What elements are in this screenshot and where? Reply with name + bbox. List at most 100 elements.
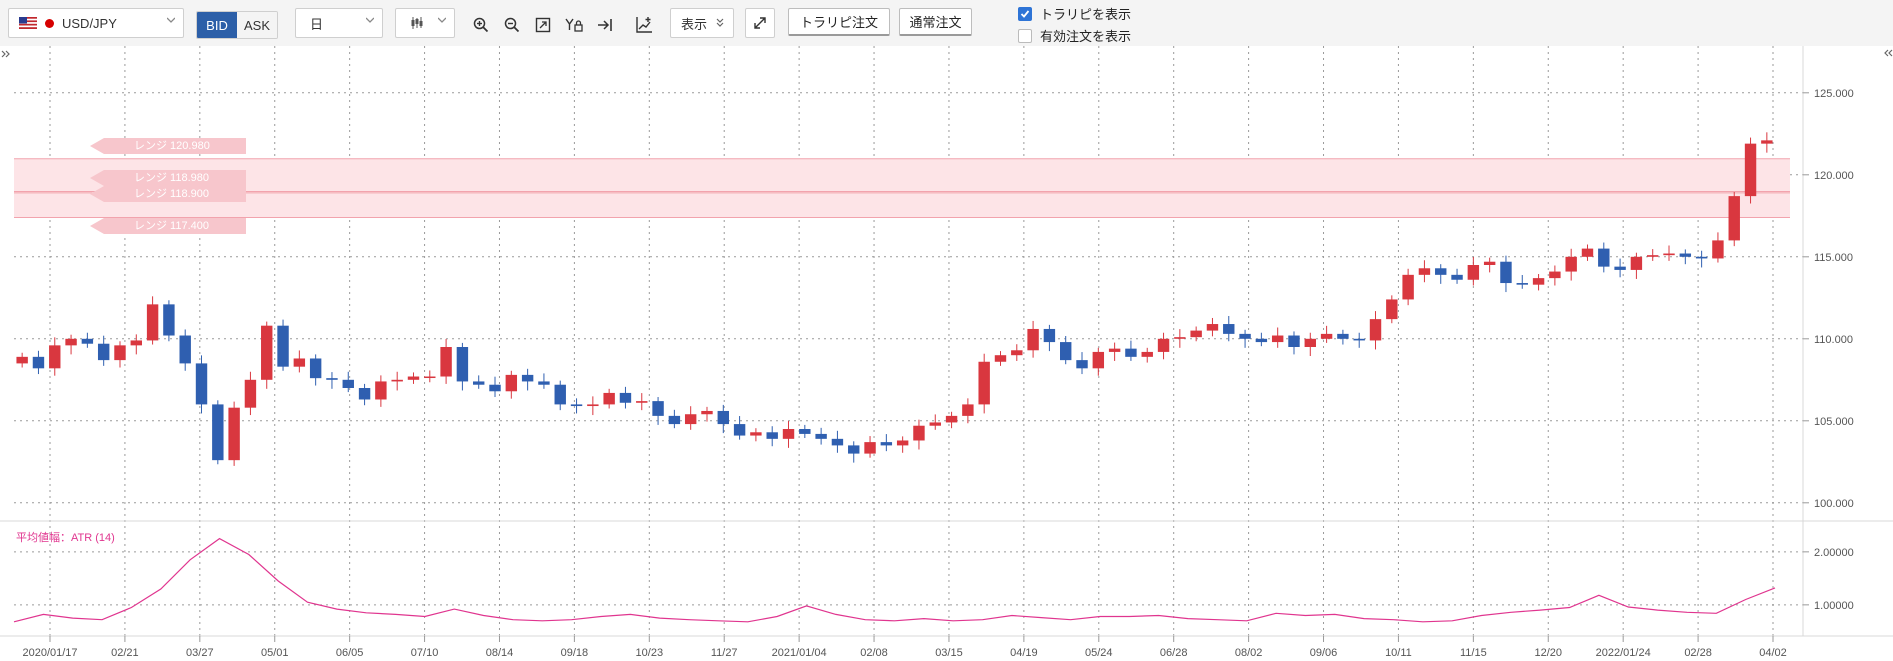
candlestick-series <box>16 132 1773 466</box>
candle <box>978 353 990 414</box>
x-tick-label: 09/18 <box>561 647 589 659</box>
price-axis: 100.000 105.000 110.000 115.000 120.000 125.0… <box>1803 88 1854 612</box>
chart-toolbar: USD/JPY BID ASK 日 表示 <box>0 0 1893 47</box>
candle <box>179 329 191 371</box>
candle <box>407 372 420 384</box>
candle <box>1565 248 1577 281</box>
candle <box>717 404 729 434</box>
range-tag[interactable]: レンジ 117.400 <box>90 218 246 234</box>
chart-style-selector[interactable] <box>395 8 455 38</box>
tag-arrow-icon <box>90 186 104 202</box>
ask-button[interactable]: ASK <box>237 12 277 38</box>
normal-order-button[interactable]: 通常注文 <box>899 8 972 36</box>
candle <box>424 370 436 383</box>
candle <box>163 300 175 342</box>
chevron-down-icon <box>167 17 175 23</box>
candle <box>342 371 354 393</box>
candle <box>261 321 273 389</box>
y-tick-label: 125.000 <box>1814 88 1854 100</box>
candle <box>65 334 77 355</box>
atr-y-tick-label: 2.00000 <box>1814 547 1854 559</box>
candle <box>1516 275 1528 289</box>
collapse-left-icon[interactable] <box>1 50 10 58</box>
candle <box>195 355 208 414</box>
atr-line <box>13 537 1776 623</box>
timeframe-selector[interactable]: 日 <box>295 8 383 38</box>
range-tag[interactable]: レンジ 118.980 <box>90 170 246 186</box>
range-tag[interactable]: レンジ 118.900 <box>90 186 246 202</box>
tralipi-range-band <box>14 158 1790 218</box>
double-chevron-down-icon <box>716 18 724 27</box>
x-tick-label: 05/01 <box>261 647 289 659</box>
candle <box>1598 242 1610 273</box>
candle <box>130 334 142 355</box>
x-tick-label: 06/28 <box>1160 647 1188 659</box>
candle <box>587 396 599 416</box>
tralipi-order-button[interactable]: トラリピ注文 <box>788 8 890 36</box>
candle <box>848 441 860 463</box>
candle <box>1728 192 1740 247</box>
candle <box>1190 326 1202 342</box>
show-tralipi-label: トラリピを表示 <box>1040 7 1132 22</box>
x-tick-label: 11/27 <box>711 647 738 659</box>
candle <box>1271 327 1284 348</box>
bid-button[interactable]: BID <box>197 12 237 38</box>
candle <box>146 296 159 345</box>
candle <box>1255 332 1268 347</box>
candle <box>684 406 697 430</box>
x-tick-label: 08/14 <box>486 647 514 659</box>
candle <box>1451 268 1463 284</box>
candle <box>228 401 240 466</box>
candle <box>309 354 322 386</box>
candle <box>1532 274 1545 291</box>
expand-icon[interactable] <box>745 8 775 38</box>
candle <box>701 406 713 422</box>
candle <box>652 397 664 425</box>
range-tag-label: レンジ 118.900 <box>134 188 210 200</box>
price-chart[interactable]: 平均値幅：ATR (14) 100.000 105.000 110.000 115.0… <box>0 46 1893 661</box>
scroll-end-icon[interactable] <box>591 12 619 38</box>
range-tag-label: レンジ 117.400 <box>134 220 210 232</box>
candle <box>32 350 45 375</box>
tag-arrow-icon <box>90 138 104 154</box>
candle <box>1549 265 1561 286</box>
zoom-in-icon[interactable] <box>467 12 495 38</box>
candle <box>1092 347 1105 376</box>
y-tick-label: 100.000 <box>1814 498 1854 510</box>
display-menu[interactable]: 表示 <box>670 8 734 38</box>
y-lock-icon[interactable] <box>560 12 588 38</box>
candle <box>1483 257 1496 273</box>
candle <box>1239 329 1251 348</box>
candle <box>1614 258 1626 278</box>
candle <box>1500 255 1512 293</box>
candle <box>1402 268 1414 306</box>
candle <box>1125 340 1137 361</box>
x-tick-label: 04/19 <box>1010 647 1038 659</box>
candle <box>114 341 126 368</box>
candle <box>1337 329 1349 345</box>
candle <box>456 342 469 391</box>
candle <box>326 372 338 389</box>
range-band-fill <box>14 158 1790 218</box>
price-side-toggle: BID ASK <box>196 11 278 39</box>
candle <box>1060 336 1072 365</box>
y-tick-label: 110.000 <box>1814 334 1853 346</box>
symbol-label: USD/JPY <box>62 15 117 31</box>
show-tralipi-checkbox[interactable]: トラリピを表示 <box>1018 4 1131 23</box>
add-indicator-icon[interactable] <box>630 12 658 38</box>
display-label: 表示 <box>681 16 708 32</box>
collapse-right-icon[interactable] <box>1884 49 1893 57</box>
symbol-selector[interactable]: USD/JPY <box>8 8 184 38</box>
show-orders-checkbox[interactable]: 有効注文を表示 <box>1018 26 1131 45</box>
range-tag[interactable]: レンジ 120.980 <box>90 138 246 154</box>
x-tick-label: 02/08 <box>860 647 888 659</box>
candle <box>391 371 403 391</box>
y-tick-label: 120.000 <box>1814 170 1854 182</box>
fit-icon[interactable] <box>529 12 557 38</box>
zoom-out-icon[interactable] <box>498 12 526 38</box>
candle <box>994 351 1007 366</box>
candle <box>1320 325 1333 343</box>
candle <box>1386 295 1398 324</box>
candle <box>1076 352 1088 375</box>
candle <box>766 426 778 447</box>
